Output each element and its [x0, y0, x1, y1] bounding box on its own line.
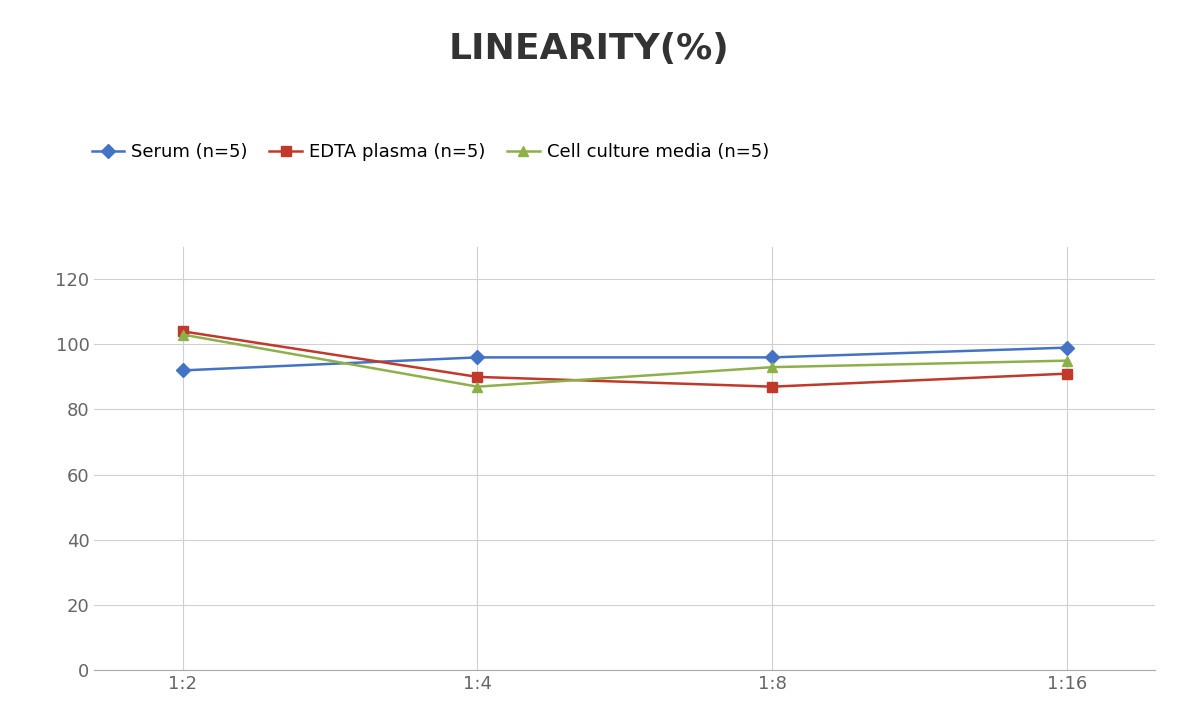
Line: EDTA plasma (n=5): EDTA plasma (n=5) [178, 326, 1072, 391]
Serum (n=5) [765, 353, 779, 362]
Cell culture media (n=5) [765, 363, 779, 372]
Serum (n=5) [470, 353, 485, 362]
Serum (n=5) [1060, 343, 1074, 352]
Cell culture media (n=5) [176, 331, 190, 339]
EDTA plasma (n=5) [765, 382, 779, 391]
Serum (n=5) [176, 366, 190, 374]
Line: Serum (n=5): Serum (n=5) [178, 343, 1072, 375]
EDTA plasma (n=5) [470, 373, 485, 381]
EDTA plasma (n=5) [1060, 369, 1074, 378]
Cell culture media (n=5) [470, 382, 485, 391]
Line: Cell culture media (n=5): Cell culture media (n=5) [178, 330, 1072, 391]
Legend: Serum (n=5), EDTA plasma (n=5), Cell culture media (n=5): Serum (n=5), EDTA plasma (n=5), Cell cul… [92, 143, 769, 161]
Text: LINEARITY(%): LINEARITY(%) [449, 32, 730, 66]
EDTA plasma (n=5) [176, 327, 190, 336]
Cell culture media (n=5) [1060, 357, 1074, 365]
